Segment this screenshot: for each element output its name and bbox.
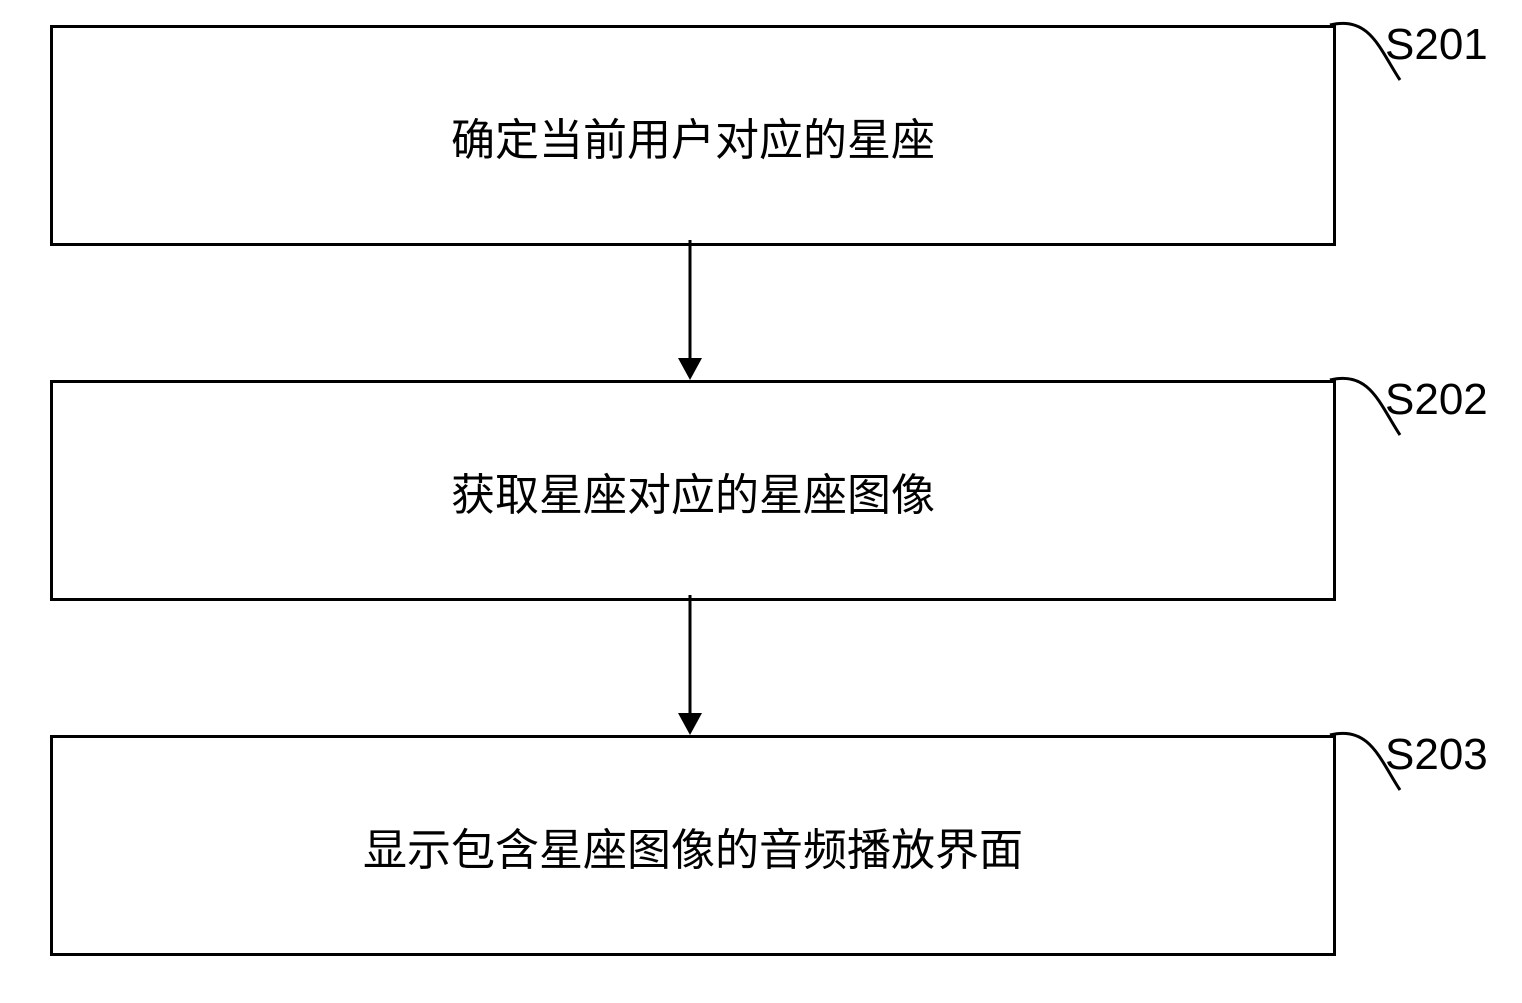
step-label-s201: S201 (1385, 20, 1488, 70)
step-text-s201: 确定当前用户对应的星座 (451, 104, 935, 168)
step-text-s202: 获取星座对应的星座图像 (451, 459, 935, 523)
step-label-s202: S202 (1385, 375, 1488, 425)
step-text-s203: 显示包含星座图像的音频播放界面 (363, 814, 1023, 878)
step-box-s202: 获取星座对应的星座图像 (50, 380, 1336, 601)
step-label-s203: S203 (1385, 730, 1488, 780)
step-box-s201: 确定当前用户对应的星座 (50, 25, 1336, 246)
step-box-s203: 显示包含星座图像的音频播放界面 (50, 735, 1336, 956)
